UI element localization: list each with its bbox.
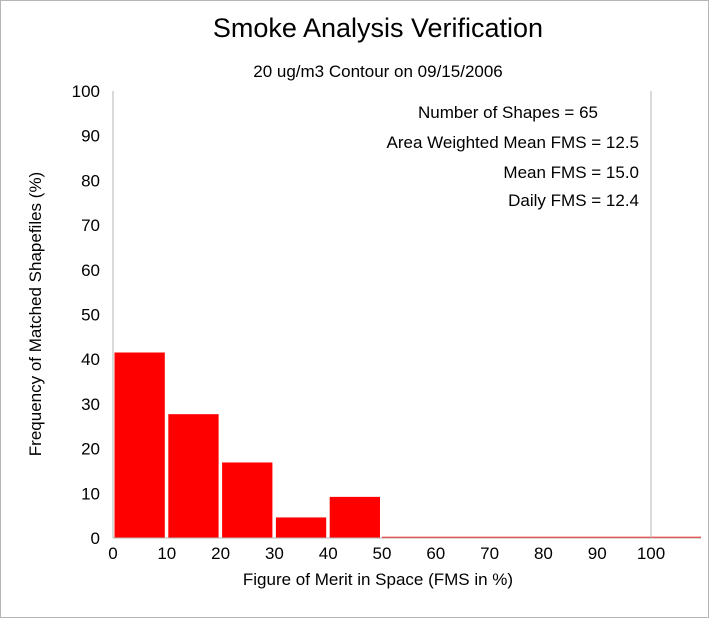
y-axis-label: Frequency of Matched Shapefiles (%) xyxy=(26,172,45,456)
chart-subtitle: 20 ug/m3 Contour on 09/15/2006 xyxy=(253,62,503,81)
bars-group xyxy=(114,352,701,539)
y-tick-label: 30 xyxy=(81,395,100,414)
axes-group xyxy=(112,91,701,539)
bar-30-40 xyxy=(275,517,327,538)
stat-area-weighted-mean-fms: Area Weighted Mean FMS = 12.5 xyxy=(387,133,639,152)
x-tick-label: 0 xyxy=(108,544,117,563)
bar-0-10 xyxy=(114,352,165,538)
x-tick-label: 10 xyxy=(157,544,176,563)
x-tick-label: 100 xyxy=(637,544,665,563)
x-tick-label: 30 xyxy=(265,544,284,563)
x-tick-label: 90 xyxy=(588,544,607,563)
y-tick-label: 40 xyxy=(81,350,100,369)
y-tick-label: 90 xyxy=(81,127,100,146)
stat-daily-fms: Daily FMS = 12.4 xyxy=(508,191,639,210)
x-tick-label: 80 xyxy=(534,544,553,563)
x-tick-label: 60 xyxy=(426,544,445,563)
bar-40-50 xyxy=(329,496,380,538)
stats-annotations: Number of Shapes = 65 Area Weighted Mean… xyxy=(387,103,639,210)
x-tick-label: 20 xyxy=(211,544,230,563)
y-tick-label: 60 xyxy=(81,261,100,280)
y-tick-label: 100 xyxy=(72,82,100,101)
y-tick-label: 50 xyxy=(81,306,100,325)
y-tick-label: 20 xyxy=(81,440,100,459)
y-tick-label: 70 xyxy=(81,216,100,235)
y-tick-label: 10 xyxy=(81,484,100,503)
y-tick-labels: 0 10 20 30 40 50 60 70 80 90 100 xyxy=(72,82,100,548)
x-tick-label: 40 xyxy=(319,544,338,563)
stat-number-of-shapes: Number of Shapes = 65 xyxy=(418,103,598,122)
y-tick-label: 0 xyxy=(91,529,100,548)
x-tick-label: 70 xyxy=(480,544,499,563)
x-axis-label: Figure of Merit in Space (FMS in %) xyxy=(243,570,513,589)
bar-10-20 xyxy=(168,414,219,538)
bar-20-30 xyxy=(222,462,273,538)
x-tick-labels: 0 10 20 30 40 50 60 70 80 90 100 xyxy=(108,544,665,563)
chart-title: Smoke Analysis Verification xyxy=(213,13,543,43)
y-tick-label: 80 xyxy=(81,171,100,190)
x-tick-label: 50 xyxy=(373,544,392,563)
stat-mean-fms: Mean FMS = 15.0 xyxy=(503,163,639,182)
